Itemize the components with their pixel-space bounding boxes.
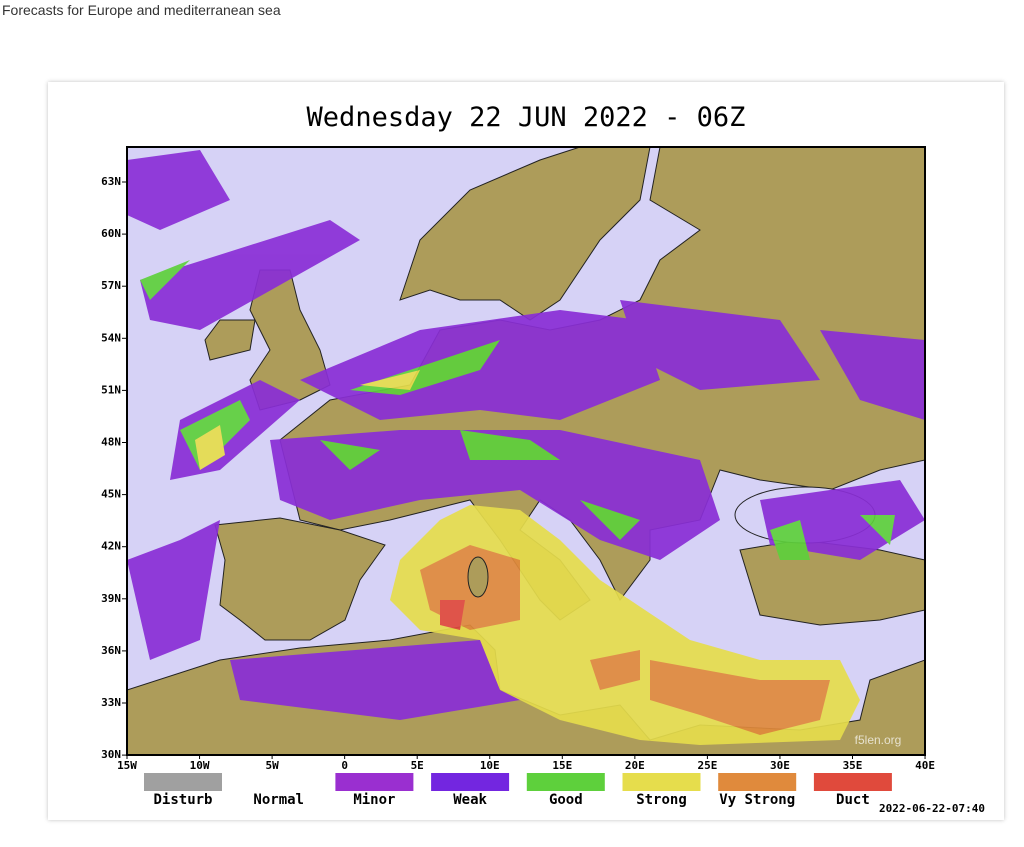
map-title: Wednesday 22 JUN 2022 - 06Z xyxy=(307,102,746,133)
legend-label: Minor xyxy=(353,792,395,808)
lon-label: 10W xyxy=(190,759,210,772)
lon-label: 0 xyxy=(341,759,348,772)
legend-swatch xyxy=(335,773,414,791)
lat-label: 51N xyxy=(101,383,121,396)
legend-swatch xyxy=(526,773,605,791)
lon-label: 25E xyxy=(697,759,717,772)
timestamp: 2022-06-22-07:40 xyxy=(879,802,985,815)
legend-label: Vy Strong xyxy=(719,792,795,808)
lat-label: 39N xyxy=(101,592,121,605)
lon-label: 30E xyxy=(770,759,790,772)
lat-label: 57N xyxy=(101,279,121,292)
lat-label: 30N xyxy=(101,748,121,761)
lat-label: 45N xyxy=(101,488,121,501)
lon-label: 40E xyxy=(915,759,935,772)
legend-label: Strong xyxy=(636,792,687,808)
legend-swatch xyxy=(813,773,892,791)
legend-label: Normal xyxy=(253,792,304,808)
legend-swatch xyxy=(144,773,222,791)
page-heading: Forecasts for Europe and mediterranean s… xyxy=(2,2,281,18)
lat-label: 33N xyxy=(101,696,121,709)
lon-label: 20E xyxy=(625,759,645,772)
lat-label: 36N xyxy=(101,644,121,657)
lon-label: 5E xyxy=(411,759,424,772)
lon-label: 15W xyxy=(117,759,137,772)
legend-swatch xyxy=(718,773,797,791)
lon-label: 35E xyxy=(843,759,863,772)
lat-label: 48N xyxy=(101,436,121,449)
legend-label: Weak xyxy=(453,792,487,808)
map-area xyxy=(127,147,925,755)
legend-swatch xyxy=(622,773,701,791)
legend-label: Disturb xyxy=(153,792,212,808)
lat-label: 54N xyxy=(101,331,121,344)
lat-label: 63N xyxy=(101,175,121,188)
lat-label: 60N xyxy=(101,227,121,240)
legend-label: Good xyxy=(549,792,583,808)
legend-swatch xyxy=(431,773,510,791)
watermark: f5len.org xyxy=(855,733,902,747)
lon-label: 10E xyxy=(480,759,500,772)
legend-label: Duct xyxy=(836,792,870,808)
lon-label: 5W xyxy=(265,759,279,772)
lon-label: 15E xyxy=(552,759,572,772)
lat-label: 42N xyxy=(101,540,121,553)
